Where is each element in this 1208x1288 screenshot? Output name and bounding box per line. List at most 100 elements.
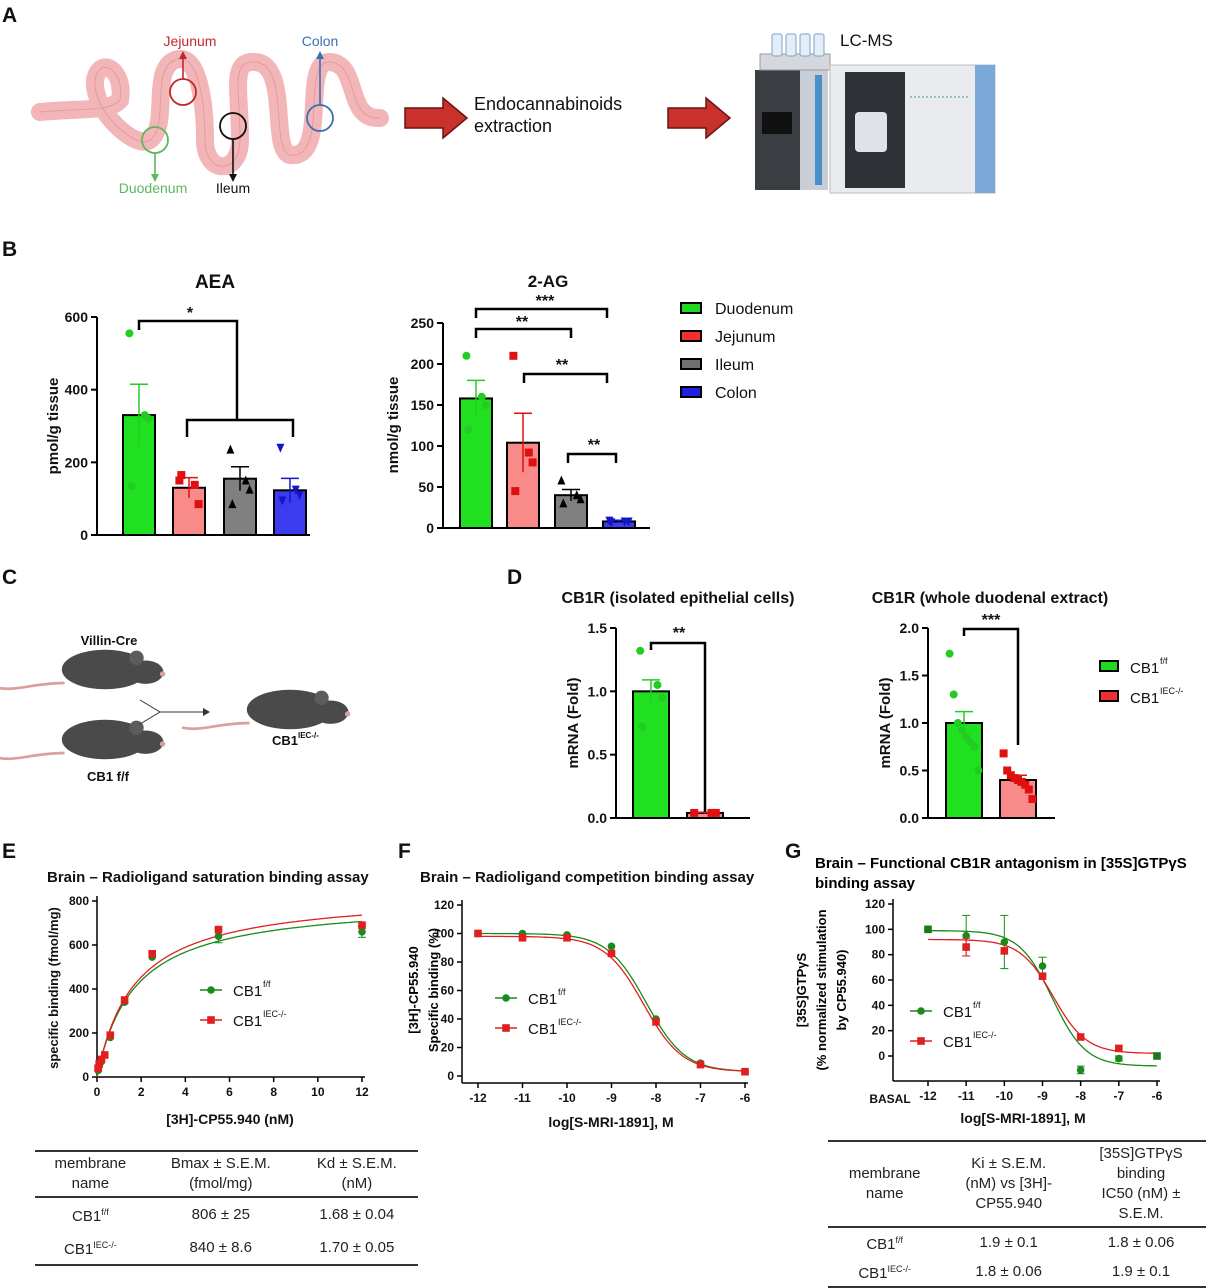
y-tick-label: 600 bbox=[65, 309, 89, 325]
legend-label-sup: IEC-/- bbox=[558, 1017, 582, 1027]
legend-label: Duodenum bbox=[715, 301, 793, 318]
y-tick-label: 400 bbox=[65, 382, 89, 398]
row-label: CB1 bbox=[64, 1241, 94, 1258]
y-tick-label: 80 bbox=[441, 955, 455, 969]
lc-stripe bbox=[815, 75, 822, 185]
y-axis-label: [3H]-CP55.940 bbox=[406, 946, 421, 1033]
data-point bbox=[624, 517, 633, 527]
chart-title: CB1R (whole duodenal extract) bbox=[872, 590, 1108, 607]
data-point bbox=[524, 448, 533, 457]
cross-lines bbox=[139, 699, 161, 725]
y-axis-label: mRNA (Fold) bbox=[877, 677, 894, 768]
bar-duodenum bbox=[459, 397, 493, 529]
row-label: CB1 bbox=[866, 1236, 896, 1253]
data-point bbox=[358, 928, 366, 936]
data-point bbox=[1000, 938, 1009, 946]
y-tick-label: 1.5 bbox=[900, 668, 920, 684]
header-cell: [35S]GTPγS bbox=[1099, 1145, 1183, 1162]
chart-title: CB1R (isolated epithelial cells) bbox=[562, 590, 795, 607]
arrowhead-icon bbox=[179, 51, 187, 59]
data-point bbox=[1024, 785, 1033, 794]
panel-c-schematic: Villin-Cre CB1 f/f CB1 IEC-/- bbox=[0, 633, 351, 784]
y-axis-label: pmol/g tissue bbox=[45, 378, 62, 475]
chart-title: Brain – Radioligand saturation binding a… bbox=[47, 869, 369, 886]
y-axis-label: [35S]GTPγS bbox=[794, 952, 809, 1027]
y-tick-label: 100 bbox=[434, 927, 454, 941]
y-tick-label: 200 bbox=[65, 454, 89, 470]
lc-window bbox=[762, 112, 792, 134]
chart-title: Brain – Functional CB1R antagonism in [3… bbox=[815, 855, 1187, 872]
mouse-ear bbox=[314, 690, 329, 705]
data-point bbox=[652, 1018, 660, 1026]
data-point bbox=[653, 681, 662, 689]
legend-label: Ileum bbox=[715, 357, 754, 374]
solvent-bottle bbox=[799, 33, 811, 57]
data-point bbox=[477, 392, 486, 401]
header-cell: name bbox=[865, 1185, 904, 1202]
y-tick-label: 60 bbox=[441, 984, 455, 998]
significance-bracket bbox=[474, 307, 609, 318]
legend-marker bbox=[917, 1037, 925, 1045]
mouse-body bbox=[61, 649, 149, 690]
data-point bbox=[474, 929, 482, 938]
row-label-sup: f/f bbox=[895, 1235, 904, 1245]
data-point bbox=[214, 932, 223, 940]
data-point bbox=[563, 933, 571, 942]
data-point bbox=[291, 485, 300, 495]
y-tick-label: 0 bbox=[80, 527, 88, 543]
data-point bbox=[607, 949, 616, 958]
significance-label: ** bbox=[673, 625, 686, 642]
intestine-illustration bbox=[31, 50, 389, 176]
x-tick-label: -6 bbox=[1152, 1089, 1163, 1103]
y-axis-label: by CP55.940) bbox=[834, 950, 849, 1031]
data-point bbox=[962, 931, 970, 940]
header-cell: (nM) vs [3H]- bbox=[965, 1175, 1053, 1192]
data-point bbox=[464, 425, 473, 434]
segment-label: Ileum bbox=[216, 180, 250, 196]
significance-label: *** bbox=[536, 293, 555, 310]
data-point bbox=[741, 1067, 749, 1076]
x-tick-label: -8 bbox=[651, 1091, 662, 1105]
scatter-chart-f: Brain – Radioligand competition binding … bbox=[406, 869, 755, 1130]
header-cell: (nM) bbox=[341, 1175, 373, 1192]
x-tick-label: 8 bbox=[270, 1085, 277, 1099]
data-point bbox=[711, 808, 720, 817]
data-point bbox=[953, 719, 962, 727]
panel-letter-e: E bbox=[2, 840, 17, 863]
data-point bbox=[949, 690, 958, 699]
ms-side-stripe bbox=[975, 65, 995, 193]
lc-ms-instrument-illustration bbox=[755, 33, 996, 194]
fit-curve bbox=[96, 914, 363, 1078]
data-point bbox=[295, 491, 304, 501]
solvent-bottle bbox=[771, 33, 783, 57]
workflow-arrow-icon bbox=[404, 96, 469, 140]
data-point bbox=[106, 1031, 115, 1039]
significance-label: *** bbox=[982, 612, 1001, 629]
mouse-nose bbox=[159, 671, 166, 677]
data-point bbox=[1076, 1066, 1085, 1074]
data-point bbox=[175, 476, 184, 485]
x-axis-label: log[S-MRI-1891], M bbox=[548, 1114, 673, 1130]
step-text: Endocannabinoids bbox=[474, 94, 622, 114]
data-point bbox=[481, 401, 490, 409]
panel-letter-f: F bbox=[398, 840, 411, 863]
legend-swatch bbox=[680, 330, 702, 342]
mouse-head bbox=[127, 660, 164, 684]
segment-label: Duodenum bbox=[119, 180, 188, 196]
mouse-label-sup: IEC-/- bbox=[298, 731, 319, 740]
lc-side bbox=[800, 70, 828, 190]
data-point bbox=[127, 481, 136, 490]
data-point bbox=[120, 996, 129, 1004]
kd-cell: 1.70 ± 0.05 bbox=[295, 1231, 418, 1266]
legend-label-sup: IEC-/- bbox=[263, 1009, 287, 1019]
mouse-nose bbox=[344, 711, 351, 717]
y-tick-label: 80 bbox=[872, 948, 886, 962]
legend-label: CB1 bbox=[233, 1013, 262, 1030]
data-point bbox=[358, 921, 366, 929]
data-point bbox=[245, 484, 254, 494]
legend-marker bbox=[207, 986, 215, 994]
legend-marker bbox=[502, 994, 510, 1002]
header-cell: (fmol/mg) bbox=[189, 1175, 253, 1192]
